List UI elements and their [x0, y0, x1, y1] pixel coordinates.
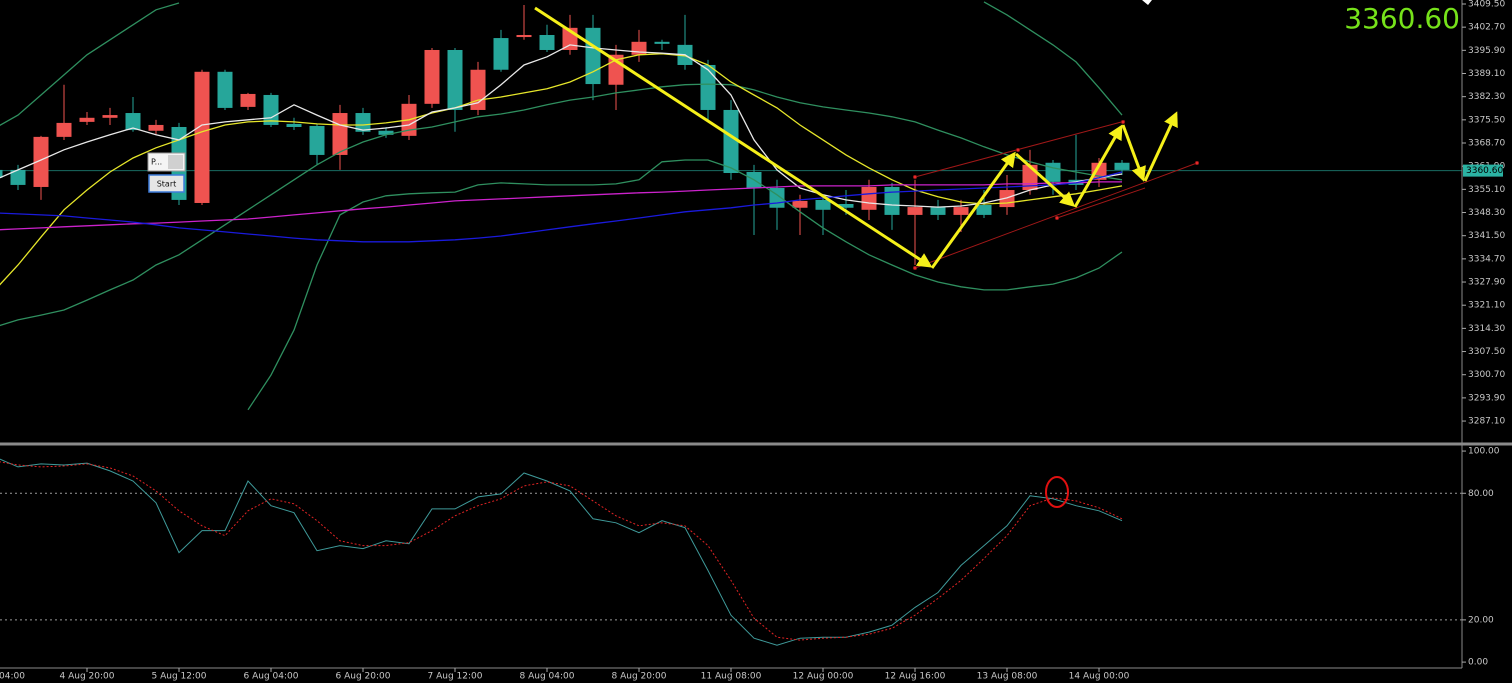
x-tick-label: 6 Aug 04:00: [244, 672, 299, 682]
candle-body: [907, 207, 923, 215]
candle-body: [79, 117, 95, 122]
candle-body: [539, 34, 555, 50]
y-tick-label: 3368.70: [1468, 139, 1505, 149]
x-tick-label: 13 Aug 08:00: [977, 672, 1038, 682]
oscillator-panel: [0, 458, 1462, 646]
y-tick-label: 3395.90: [1468, 46, 1505, 56]
channel: [913, 120, 1199, 270]
candle-body: [654, 41, 670, 44]
candle-body: [0, 169, 3, 178]
indicator-line: [0, 44, 1123, 208]
candle-body: [56, 122, 72, 137]
cursor: [1142, 0, 1152, 5]
candle-body: [309, 125, 325, 155]
start-button-text[interactable]: Start: [157, 180, 177, 189]
candle-body: [723, 109, 739, 173]
candle-body: [792, 200, 808, 208]
y-tick-label: 3293.90: [1468, 393, 1505, 403]
candle-body: [1045, 162, 1061, 182]
candle-body: [815, 199, 831, 210]
x-tick-label: 12 Aug 16:00: [885, 672, 946, 682]
candle-body: [1114, 162, 1130, 170]
x-tick-label: 8 Aug 20:00: [612, 672, 667, 682]
candle-body: [585, 27, 601, 85]
wave-arrows: [534, 6, 1178, 269]
widget-field-text: P...: [151, 158, 162, 167]
y-tick-label: 3287.10: [1468, 417, 1505, 427]
price-panel: [0, 1, 1462, 411]
candle-body: [930, 207, 946, 215]
x-tick-label: 14 Aug 00:00: [1069, 672, 1130, 682]
candle-body: [332, 113, 348, 155]
indicator-line: [0, 53, 1123, 286]
y-tick-label: 3314.30: [1468, 324, 1505, 334]
x-tick-label: 04:00: [0, 672, 25, 682]
candle-body: [861, 186, 877, 210]
y-tick-label: 3321.10: [1468, 301, 1505, 311]
candle-body: [102, 115, 118, 118]
indicator-line: [0, 1, 1123, 126]
current-price-label: 3360.60: [1466, 166, 1503, 176]
widget: P... Start: [147, 152, 186, 193]
y-tick-label: 3348.30: [1468, 208, 1505, 218]
candle-body: [194, 71, 210, 203]
indicator-line: [0, 83, 1123, 327]
y-tick-label: 20.00: [1468, 615, 1494, 625]
candle-body: [493, 38, 509, 70]
y-tick-label: 3300.70: [1468, 370, 1505, 380]
y-tick-label: 3327.90: [1468, 278, 1505, 288]
candle-body: [953, 207, 969, 215]
indicator-line: [0, 461, 1123, 641]
candle-body: [424, 49, 440, 104]
y-tick-label: 3409.50: [1468, 0, 1505, 9]
candle-body: [217, 71, 233, 108]
y-tick-label: 3375.50: [1468, 115, 1505, 125]
y-tick-label: 3389.10: [1468, 69, 1505, 79]
y-tick-label: 80.00: [1468, 489, 1494, 499]
current-price-big: 3360.60: [1344, 2, 1460, 35]
candle-body: [516, 34, 532, 38]
y-tick-label: 3382.30: [1468, 92, 1505, 102]
x-tick-label: 12 Aug 00:00: [793, 672, 854, 682]
candle-body: [447, 49, 463, 110]
indicator-line: [247, 159, 1123, 411]
candle-body: [976, 205, 992, 215]
candle-body: [125, 113, 141, 131]
y-tick-label: 3307.50: [1468, 347, 1505, 357]
x-tick-label: 4 Aug 20:00: [60, 672, 115, 682]
y-tick-label: 0.00: [1468, 658, 1488, 668]
candle-body: [240, 93, 256, 107]
current-price-box: [1463, 164, 1503, 177]
indicator-line: [0, 181, 1122, 231]
x-tick-label: 8 Aug 04:00: [520, 672, 575, 682]
indicator-line: [0, 458, 1123, 646]
candle-body: [355, 113, 371, 132]
candle-body: [884, 186, 900, 215]
highlight-circle: [1045, 476, 1069, 508]
y-tick-label: 100.00: [1468, 447, 1500, 457]
y-tick-label: 3355.10: [1468, 185, 1505, 195]
candle-body: [838, 204, 854, 208]
candle-body: [263, 94, 279, 125]
candle-body: [148, 124, 164, 131]
candle-body: [378, 130, 394, 135]
x-tick-label: 5 Aug 12:00: [152, 672, 207, 682]
x-tick-label: 11 Aug 08:00: [701, 672, 762, 682]
y-tick-label: 3402.70: [1468, 23, 1505, 33]
indicator-line: [0, 171, 1123, 243]
widget-field-box: [168, 155, 183, 169]
candle-body: [700, 64, 716, 110]
candle-body: [286, 123, 302, 127]
candle-body: [10, 169, 26, 185]
y-tick-label: 3334.70: [1468, 254, 1505, 264]
x-tick-label: 6 Aug 20:00: [336, 672, 391, 682]
start-button[interactable]: [148, 174, 185, 193]
x-tick-label: 7 Aug 12:00: [428, 672, 483, 682]
y-tick-label: 3341.50: [1468, 231, 1505, 241]
candle-body: [33, 136, 49, 187]
